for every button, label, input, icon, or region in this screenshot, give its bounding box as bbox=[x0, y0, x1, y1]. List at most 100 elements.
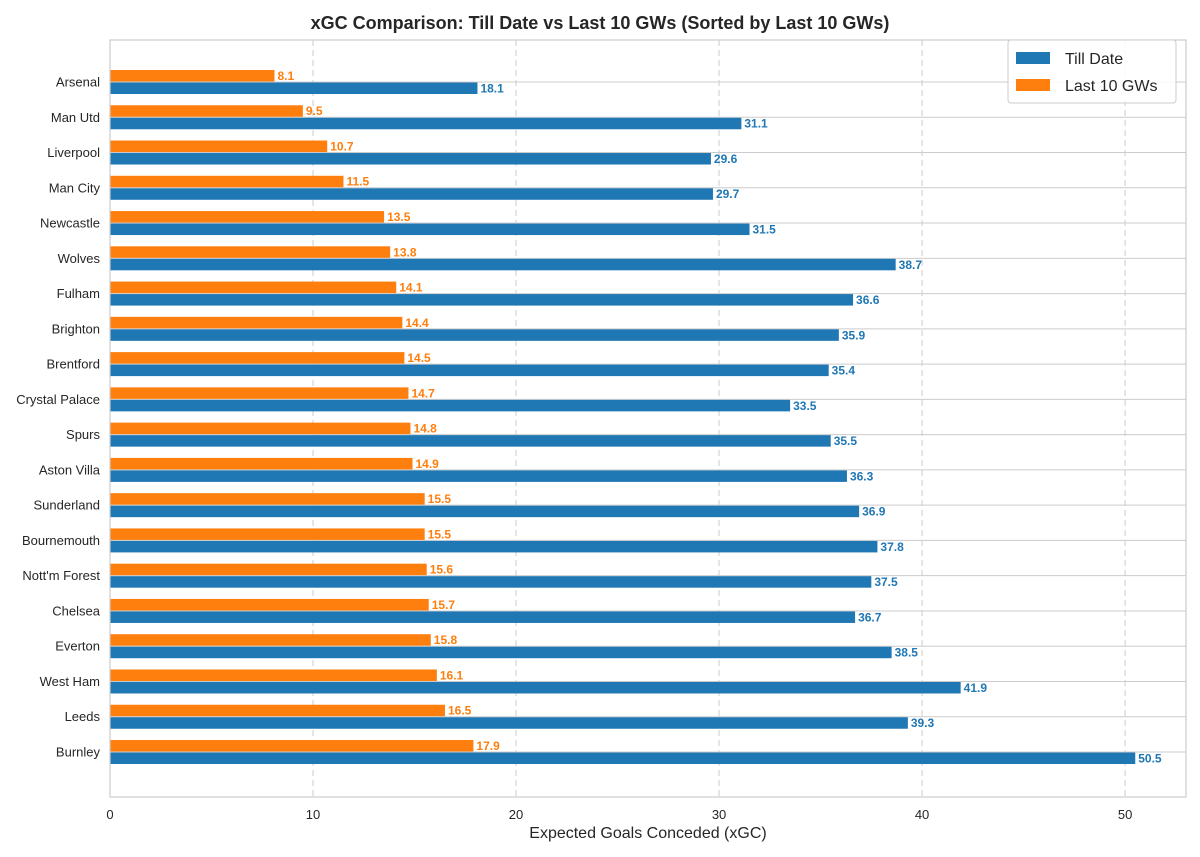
bar-last-10-gws bbox=[110, 352, 405, 364]
value-label-till-date: 41.9 bbox=[964, 681, 988, 695]
y-tick-label: Brighton bbox=[52, 321, 100, 336]
y-tick-label: Arsenal bbox=[56, 75, 100, 90]
value-label-till-date: 33.5 bbox=[793, 399, 817, 413]
bar-last-10-gws bbox=[110, 387, 409, 399]
value-label-till-date: 38.5 bbox=[895, 646, 919, 660]
value-labels-layer: 8.1 18.1 9.5 31.1 10.7 29.6 11.5 29.7 13.5 31.5 13… bbox=[277, 69, 1161, 766]
value-label-last-10-gws: 15.5 bbox=[428, 492, 452, 506]
y-tick-label: Newcastle bbox=[40, 216, 100, 231]
value-label-till-date: 31.5 bbox=[753, 223, 777, 237]
value-label-last-10-gws: 13.8 bbox=[393, 245, 417, 259]
y-tick-label: Burnley bbox=[56, 745, 101, 760]
bar-till-date bbox=[110, 153, 711, 165]
value-label-last-10-gws: 14.8 bbox=[413, 422, 437, 436]
y-tick-label: Liverpool bbox=[47, 145, 100, 160]
value-label-last-10-gws: 8.1 bbox=[277, 69, 294, 83]
bar-last-10-gws bbox=[110, 246, 391, 258]
value-label-till-date: 29.7 bbox=[716, 187, 740, 201]
value-label-last-10-gws: 15.6 bbox=[430, 563, 454, 577]
bar-till-date bbox=[110, 505, 860, 518]
legend-label-last-10-gws: Last 10 GWs bbox=[1065, 78, 1157, 95]
bar-last-10-gws bbox=[110, 211, 385, 223]
x-tick-label: 20 bbox=[509, 807, 523, 822]
value-label-last-10-gws: 16.1 bbox=[440, 668, 464, 682]
y-tick-label: Wolves bbox=[58, 251, 101, 266]
y-tick-label: Crystal Palace bbox=[16, 392, 100, 407]
y-tick-label: Aston Villa bbox=[39, 462, 101, 477]
y-tick-label: Bournemouth bbox=[22, 533, 100, 548]
y-tick-label: West Ham bbox=[40, 674, 100, 689]
y-tick-label: Chelsea bbox=[52, 603, 100, 618]
bar-till-date bbox=[110, 752, 1136, 764]
value-label-last-10-gws: 17.9 bbox=[476, 739, 500, 753]
bar-last-10-gws bbox=[110, 281, 397, 294]
bar-till-date bbox=[110, 717, 908, 729]
value-label-last-10-gws: 14.9 bbox=[415, 457, 439, 471]
value-label-last-10-gws: 15.7 bbox=[432, 598, 456, 612]
value-label-till-date: 39.3 bbox=[911, 716, 935, 730]
axes-layer: 0 10 20 30 40 50 Arsenal Man Utd Liverpool Man Ci… bbox=[16, 39, 1187, 822]
value-label-till-date: 35.9 bbox=[842, 328, 866, 342]
bar-till-date bbox=[110, 82, 478, 94]
bar-till-date bbox=[110, 646, 892, 659]
bar-last-10-gws bbox=[110, 70, 275, 82]
bar-last-10-gws bbox=[110, 669, 437, 681]
value-label-till-date: 18.1 bbox=[480, 81, 504, 95]
y-tick-label: Leeds bbox=[65, 709, 101, 724]
value-label-till-date: 36.6 bbox=[856, 293, 880, 307]
bar-till-date bbox=[110, 611, 856, 623]
value-label-last-10-gws: 15.5 bbox=[428, 527, 452, 541]
value-label-till-date: 37.8 bbox=[880, 540, 904, 554]
bar-last-10-gws bbox=[110, 105, 303, 117]
x-tick-label: 50 bbox=[1118, 807, 1132, 822]
bar-till-date bbox=[110, 576, 872, 588]
value-label-last-10-gws: 15.8 bbox=[434, 633, 458, 647]
bar-last-10-gws bbox=[110, 493, 425, 505]
x-axis-label: Expected Goals Conceded (xGC) bbox=[529, 825, 766, 842]
value-label-till-date: 37.5 bbox=[874, 575, 898, 589]
y-tick-label: Spurs bbox=[66, 427, 100, 442]
bar-last-10-gws bbox=[110, 740, 474, 752]
bar-last-10-gws bbox=[110, 175, 344, 188]
value-label-last-10-gws: 10.7 bbox=[330, 139, 354, 153]
bar-till-date bbox=[110, 188, 713, 200]
bar-last-10-gws bbox=[110, 704, 445, 717]
bar-last-10-gws bbox=[110, 140, 328, 153]
y-tick-label: Brentford bbox=[47, 357, 100, 372]
bars-layer bbox=[110, 70, 1136, 764]
bar-till-date bbox=[110, 364, 829, 377]
plot-frame bbox=[109, 39, 1187, 798]
y-tick-label: Man Utd bbox=[51, 110, 100, 125]
x-tick-label: 0 bbox=[106, 807, 113, 822]
bar-last-10-gws bbox=[110, 634, 431, 646]
y-tick-label: Fulham bbox=[57, 286, 100, 301]
bar-till-date bbox=[110, 470, 847, 482]
bar-last-10-gws bbox=[110, 528, 425, 540]
value-label-till-date: 36.9 bbox=[862, 505, 886, 519]
x-tick-label: 30 bbox=[712, 807, 726, 822]
bar-last-10-gws bbox=[110, 563, 427, 576]
bar-last-10-gws bbox=[110, 316, 403, 329]
bar-till-date bbox=[110, 294, 854, 306]
grid-layer bbox=[109, 40, 1186, 797]
legend-label-till-date: Till Date bbox=[1065, 51, 1123, 68]
bar-last-10-gws bbox=[110, 422, 411, 435]
value-label-last-10-gws: 14.7 bbox=[411, 386, 435, 400]
chart-title: xGC Comparison: Till Date vs Last 10 GWs… bbox=[311, 13, 890, 33]
value-label-till-date: 36.3 bbox=[850, 469, 874, 483]
value-label-till-date: 35.4 bbox=[832, 364, 856, 378]
bar-till-date bbox=[110, 681, 961, 694]
value-label-till-date: 29.6 bbox=[714, 152, 738, 166]
bar-last-10-gws bbox=[110, 457, 413, 470]
x-tick-label: 10 bbox=[306, 807, 320, 822]
bar-till-date bbox=[110, 399, 791, 412]
bar-till-date bbox=[110, 117, 742, 130]
bar-till-date bbox=[110, 435, 831, 447]
x-tick-label: 40 bbox=[915, 807, 929, 822]
bar-till-date bbox=[110, 258, 896, 271]
value-label-till-date: 31.1 bbox=[744, 117, 768, 131]
value-label-last-10-gws: 13.5 bbox=[387, 210, 411, 224]
value-label-last-10-gws: 14.5 bbox=[407, 351, 431, 365]
legend: Till Date Last 10 GWs bbox=[1007, 39, 1177, 104]
